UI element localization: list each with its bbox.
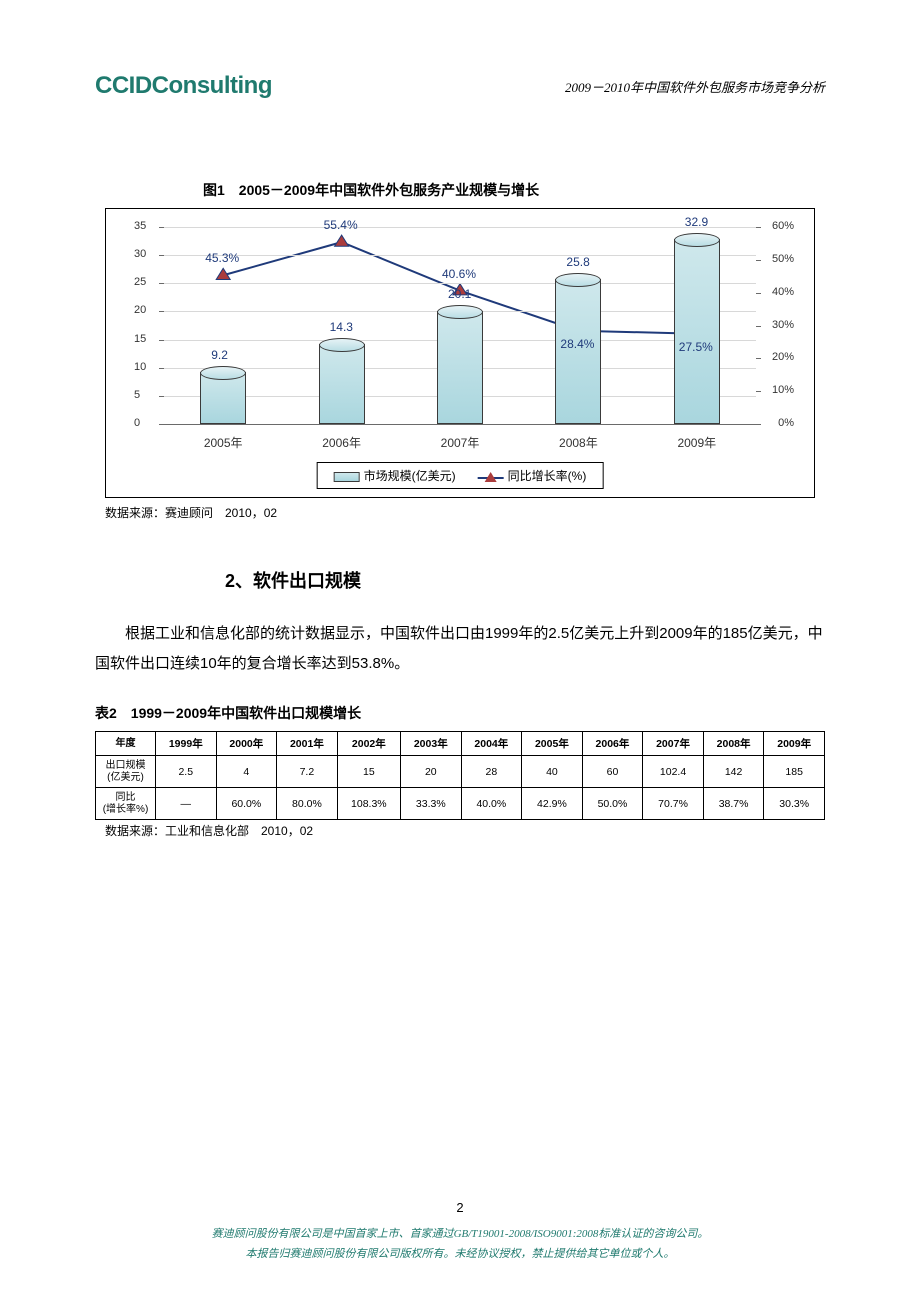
section-paragraph: 根据工业和信息化部的统计数据显示，中国软件出口由1999年的2.5亿美元上升到2… [95,619,825,679]
table-year-header: 2000年 [216,732,277,756]
bar-value-label: 25.8 [566,255,589,269]
document-title: 2009－2010年中国软件外包服务市场竞争分析 [565,77,825,96]
y-right-tick: 0% [778,417,794,429]
footer-line-1: 赛迪顾问股份有限公司是中国首家上市、首家通过GB/T19001-2008/ISO… [0,1225,920,1245]
brand-logo: CCIDConsulting [95,72,272,100]
chart-gridline [164,227,756,228]
table-cell: 50.0% [582,788,643,820]
y-right-tick: 50% [772,253,794,265]
table-year-header: 2002年 [337,732,400,756]
y-left-tick: 25 [134,276,146,288]
y-right-tick: 20% [772,351,794,363]
table-year-header: 2008年 [703,732,764,756]
table-corner-header: 年度 [96,732,156,756]
chart-gridline [164,255,756,256]
bar-value-label: 14.3 [330,320,353,334]
page-header: CCIDConsulting 2009－2010年中国软件外包服务市场竞争分析 [95,72,825,100]
line-value-label: 27.5% [679,340,713,354]
table-cell: 102.4 [643,756,704,788]
table-cell: 7.2 [277,756,338,788]
table-cell: 15 [337,756,400,788]
y-right-tick: 30% [772,319,794,331]
table-source: 数据来源：工业和信息化部 2010，02 [105,822,825,839]
table-year-header: 2004年 [461,732,522,756]
bar-2005年 [200,372,246,424]
x-axis-category: 2005年 [204,434,243,451]
y-left-tick: 30 [134,248,146,260]
x-axis-category: 2007年 [441,434,480,451]
figure-caption: 图1 2005－2009年中国软件外包服务产业规模与增长 [203,180,825,200]
y-left-tick: 5 [134,389,140,401]
combo-chart: 0 5 10 15 20 25 30 35 0% 10% 20% 30% 40% 50% 60% 9.2 200… [105,208,815,498]
table-cell: 33.3% [401,788,462,820]
table-year-header: 2006年 [582,732,643,756]
page-number: 2 [456,1200,463,1215]
table-year-header: 2003年 [401,732,462,756]
legend-item-line: 同比增长率(%) [478,467,587,484]
table-year-header: 2007年 [643,732,704,756]
legend-bar-label: 市场规模(亿美元) [364,469,456,483]
bar-2007年 [437,311,483,424]
y-left-tick: 10 [134,361,146,373]
table-year-header: 2009年 [764,732,825,756]
chart-plot-area: 051015202530350%10%20%30%40%50%60%9.2200… [164,227,756,425]
table-year-header: 2001年 [277,732,338,756]
chart-gridline [164,283,756,284]
footer-line-2: 本报告归赛迪顾问股份有限公司版权所有。未经协议授权，禁止提供给其它单位或个人。 [0,1245,920,1265]
bar-value-label: 9.2 [211,348,228,362]
legend-item-bar: 市场规模(亿美元) [334,467,456,484]
bar-2008年 [555,279,601,424]
x-axis-category: 2006年 [322,434,361,451]
bar-2009年 [674,239,720,424]
table-cell: 2.5 [156,756,217,788]
x-axis-category: 2009年 [677,434,716,451]
legend-bar-icon [334,472,360,482]
table-cell: 60 [582,756,643,788]
table-cell: 185 [764,756,825,788]
table-cell: 20 [401,756,462,788]
table-cell: 30.3% [764,788,825,820]
table-cell: 28 [461,756,522,788]
y-right-tick: 10% [772,384,794,396]
legend-triangle-icon [478,472,504,482]
x-axis-category: 2008年 [559,434,598,451]
table-cell: 142 [703,756,764,788]
table-cell: 70.7% [643,788,704,820]
table-cell: 4 [216,756,277,788]
y-left-tick: 0 [134,417,140,429]
table-cell: 40 [522,756,583,788]
line-value-label: 40.6% [442,267,476,281]
bar-2006年 [319,344,365,424]
table-row-label: 出口规模(亿美元) [96,756,156,788]
table-row-label: 同比(增长率%) [96,788,156,820]
table-cell: 42.9% [522,788,583,820]
legend-line-label: 同比增长率(%) [508,469,587,483]
table-cell: 38.7% [703,788,764,820]
y-right-tick: 60% [772,220,794,232]
line-value-label: 55.4% [324,218,358,232]
table-cell: 60.0% [216,788,277,820]
figure-source: 数据来源：赛迪顾问 2010，02 [105,504,825,521]
table-year-header: 2005年 [522,732,583,756]
y-left-tick: 15 [134,333,146,345]
chart-legend: 市场规模(亿美元) 同比增长率(%) [317,462,604,489]
y-left-tick: 20 [134,304,146,316]
page-content: 图1 2005－2009年中国软件外包服务产业规模与增长 05101520253… [95,180,825,839]
table-cell: 40.0% [461,788,522,820]
bar-value-label: 32.9 [685,215,708,229]
export-growth-table: 年度1999年2000年2001年2002年2003年2004年2005年200… [95,731,825,820]
line-value-label: 45.3% [205,251,239,265]
y-right-tick: 40% [772,286,794,298]
bar-value-label: 20.1 [448,287,471,301]
y-left-tick: 35 [134,220,146,232]
page-footer: 赛迪顾问股份有限公司是中国首家上市、首家通过GB/T19001-2008/ISO… [0,1225,920,1265]
table-cell: 80.0% [277,788,338,820]
line-value-label: 28.4% [560,337,594,351]
section-heading: 2、软件出口规模 [225,567,825,593]
table-cell: — [156,788,217,820]
table-cell: 108.3% [337,788,400,820]
table-year-header: 1999年 [156,732,217,756]
table-caption: 表2 1999－2009年中国软件出口规模增长 [95,703,825,723]
